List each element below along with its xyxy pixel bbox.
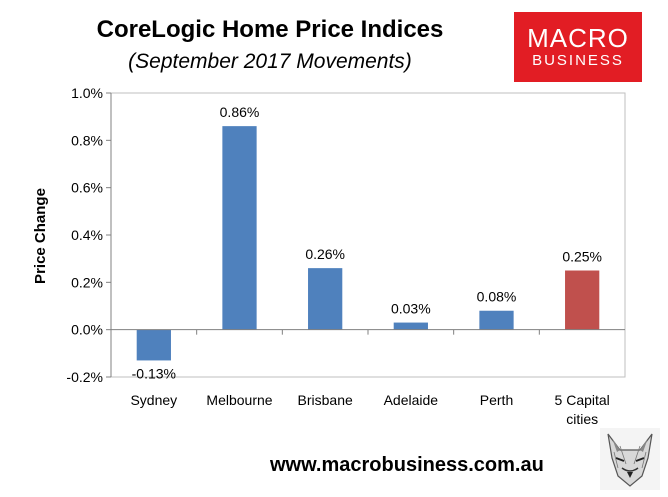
x-axis: Sydney Melbourne Brisbane Adelaide Perth 5 Ca… <box>111 329 625 427</box>
bar <box>565 270 600 330</box>
y-tick-label: 0.0% <box>71 322 103 338</box>
macrobusiness-logo: MACRO BUSINESS <box>514 12 642 82</box>
bar <box>393 322 428 330</box>
data-label: 0.25% <box>562 249 602 265</box>
y-tick-label: 0.6% <box>71 180 103 196</box>
data-labels: -0.13% 0.86% 0.26% 0.03% 0.08% 0.25% <box>132 104 602 381</box>
y-tick-label: 0.8% <box>71 132 103 148</box>
x-tick-label: Adelaide <box>384 392 439 408</box>
data-label: 0.86% <box>220 104 260 120</box>
x-tick-label: Melbourne <box>206 392 272 408</box>
data-label: 0.08% <box>477 289 517 305</box>
x-tick-label: Sydney <box>130 392 177 408</box>
x-tick-label: 5 Capital cities <box>555 392 610 427</box>
logo-text-macro: MACRO <box>527 23 629 53</box>
y-tick-label: 0.2% <box>71 274 103 290</box>
chart-subtitle: (September 2017 Movements) <box>128 50 412 73</box>
bars <box>136 126 600 361</box>
wolf-logo-icon <box>600 428 660 490</box>
logo-text-business: BUSINESS <box>532 52 624 69</box>
x-tick-label: Brisbane <box>298 392 353 408</box>
data-label: 0.26% <box>305 246 345 262</box>
y-tick-label: 1.0% <box>71 85 103 101</box>
bar <box>222 126 257 330</box>
y-tick-label: 0.4% <box>71 227 103 243</box>
bar <box>479 310 514 330</box>
chart-title: CoreLogic Home Price Indices <box>96 16 444 43</box>
footer-url: www.macrobusiness.com.au <box>270 454 544 476</box>
bar <box>308 268 343 330</box>
y-axis-label: Price Change <box>32 188 49 284</box>
y-tick-label: -0.2% <box>66 369 103 385</box>
data-label: -0.13% <box>132 365 176 381</box>
y-axis: -0.2% 0.0% 0.2% 0.4% 0.6% 0.8% 1.0% <box>66 85 112 385</box>
x-tick-label: Perth <box>480 392 513 408</box>
data-label: 0.03% <box>391 301 431 317</box>
bar <box>136 329 171 361</box>
